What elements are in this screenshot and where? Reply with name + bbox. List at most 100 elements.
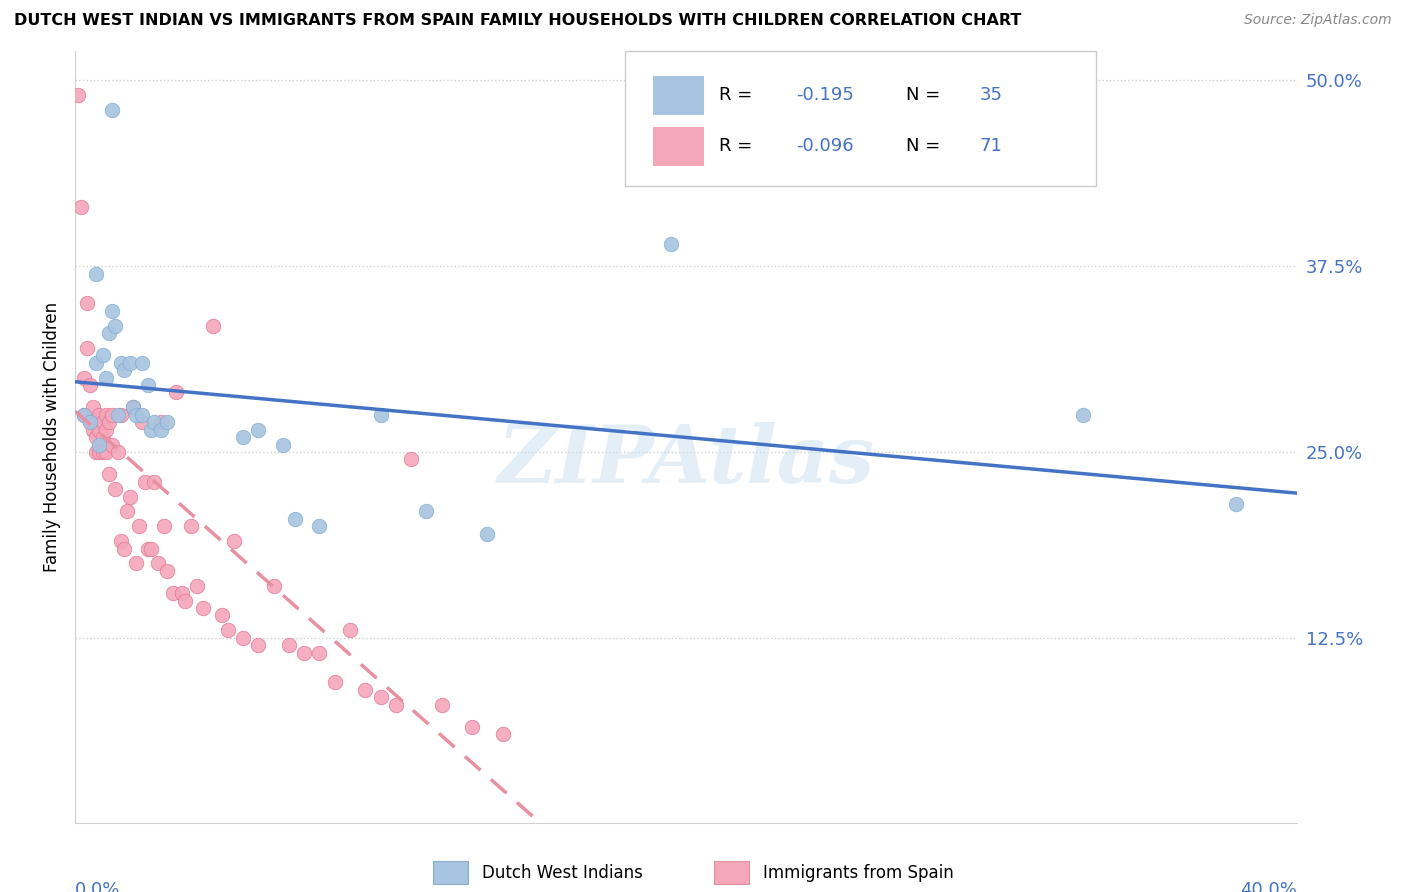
Text: R =: R =: [718, 137, 758, 155]
Point: [94, 445, 117, 459]
Point: [91, 415, 114, 429]
Point: [292, 646, 315, 660]
Point: [112, 541, 135, 556]
Point: [122, 401, 145, 415]
Text: -0.096: -0.096: [796, 137, 853, 155]
Point: [73, 408, 96, 422]
Point: [385, 698, 408, 712]
Point: [70, 200, 93, 214]
Point: [284, 512, 307, 526]
Bar: [654, 127, 704, 166]
Point: [323, 675, 346, 690]
Point: [134, 475, 156, 489]
Point: [156, 415, 179, 429]
Point: [112, 363, 135, 377]
Text: R =: R =: [718, 87, 758, 104]
Point: [100, 103, 122, 117]
Text: N =: N =: [905, 137, 946, 155]
Point: [174, 593, 197, 607]
Point: [107, 445, 129, 459]
Point: [100, 303, 122, 318]
Point: [82, 401, 104, 415]
Point: [149, 415, 172, 429]
Point: [308, 646, 330, 660]
Text: ZIPAtlas: ZIPAtlas: [498, 422, 875, 499]
Point: [477, 526, 499, 541]
Point: [89, 445, 111, 459]
Point: [76, 341, 98, 355]
Point: [125, 408, 148, 422]
Point: [247, 423, 270, 437]
Point: [170, 586, 193, 600]
Point: [232, 631, 254, 645]
Text: Dutch West Indians: Dutch West Indians: [482, 863, 643, 881]
Point: [180, 519, 202, 533]
Point: [94, 370, 117, 384]
Point: [399, 452, 422, 467]
Point: [91, 348, 114, 362]
Point: [86, 415, 108, 429]
Y-axis label: Family Households with Children: Family Households with Children: [44, 302, 60, 572]
Text: Source: ZipAtlas.com: Source: ZipAtlas.com: [1244, 13, 1392, 28]
Point: [138, 541, 160, 556]
Point: [89, 437, 111, 451]
Point: [86, 430, 108, 444]
Point: [86, 356, 108, 370]
Point: [370, 690, 392, 705]
Point: [1071, 408, 1094, 422]
Point: [211, 608, 233, 623]
Point: [131, 415, 153, 429]
Point: [94, 423, 117, 437]
Point: [186, 579, 208, 593]
Point: [76, 296, 98, 310]
Point: [146, 557, 169, 571]
Point: [100, 408, 122, 422]
Point: [79, 378, 101, 392]
Point: [122, 401, 145, 415]
Point: [100, 437, 122, 451]
Point: [339, 624, 361, 638]
Text: 35: 35: [980, 87, 1002, 104]
Point: [138, 378, 160, 392]
Point: [104, 318, 127, 333]
Point: [89, 408, 111, 422]
Point: [193, 601, 215, 615]
Text: DUTCH WEST INDIAN VS IMMIGRANTS FROM SPAIN FAMILY HOUSEHOLDS WITH CHILDREN CORRE: DUTCH WEST INDIAN VS IMMIGRANTS FROM SPA…: [14, 13, 1021, 29]
Point: [82, 423, 104, 437]
Point: [110, 408, 132, 422]
Point: [73, 408, 96, 422]
Point: [125, 557, 148, 571]
Point: [91, 430, 114, 444]
Bar: [654, 76, 704, 115]
Point: [217, 624, 239, 638]
Point: [67, 88, 90, 103]
Point: [131, 408, 153, 422]
Point: [97, 326, 120, 340]
Point: [430, 698, 453, 712]
Point: [222, 534, 245, 549]
Point: [110, 534, 132, 549]
Point: [370, 408, 392, 422]
Point: [247, 638, 270, 652]
Point: [91, 445, 114, 459]
Point: [141, 541, 163, 556]
Point: [232, 430, 254, 444]
Point: [107, 408, 129, 422]
Point: [165, 385, 187, 400]
Point: [143, 475, 166, 489]
Point: [156, 564, 179, 578]
Point: [73, 370, 96, 384]
Point: [104, 482, 127, 496]
Text: 40.0%: 40.0%: [1240, 881, 1298, 892]
Point: [79, 415, 101, 429]
Point: [461, 720, 484, 734]
Point: [492, 727, 515, 741]
Point: [308, 519, 330, 533]
Point: [79, 415, 101, 429]
Point: [97, 467, 120, 482]
Point: [128, 519, 150, 533]
Text: N =: N =: [905, 87, 946, 104]
Point: [86, 445, 108, 459]
Point: [263, 579, 285, 593]
Point: [152, 519, 174, 533]
